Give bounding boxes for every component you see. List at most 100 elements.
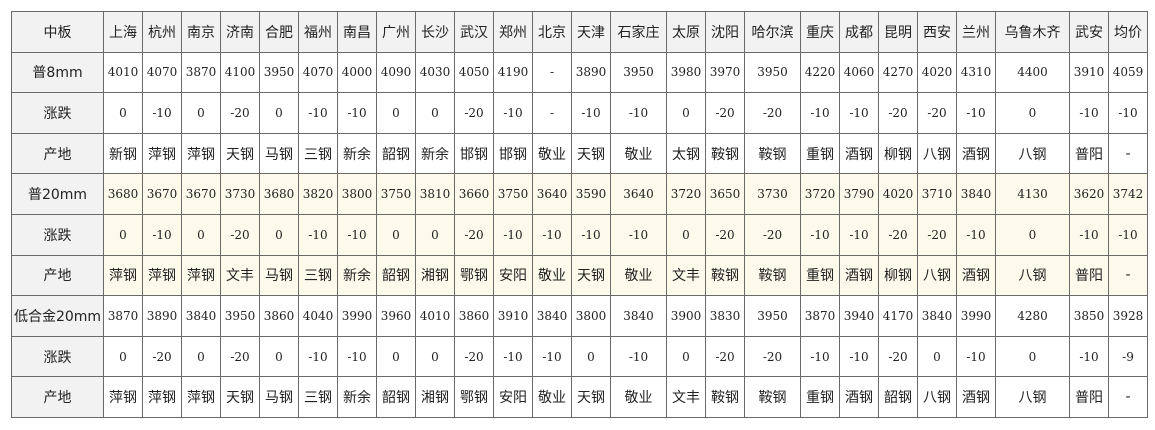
table-cell: 萍钢	[181, 376, 221, 418]
table-cell: 3840	[917, 295, 957, 337]
row-label: 普20mm	[11, 173, 104, 215]
table-cell: -10	[610, 92, 667, 134]
table-cell: -10	[610, 213, 667, 256]
table-cell: 3640	[532, 173, 572, 215]
table-cell: -20	[454, 335, 494, 378]
table-cell: -20	[917, 213, 957, 256]
table-cell: -10	[337, 213, 377, 256]
table-cell: 鞍钢	[705, 376, 745, 418]
table-cell: 鞍钢	[705, 254, 745, 297]
table-cell: 萍钢	[181, 254, 221, 297]
table-cell: 3730	[744, 173, 801, 215]
table-cell: 天钢	[571, 254, 611, 297]
table-cell: 0	[181, 335, 221, 378]
table-cell: 4020	[917, 51, 957, 94]
column-header: 天津	[571, 11, 611, 53]
table-cell: 敬业	[610, 132, 667, 175]
table-cell: 萍钢	[103, 254, 143, 297]
table-cell: 3860	[259, 295, 299, 337]
table-cell: 酒钢	[956, 376, 996, 418]
table-cell: 0	[259, 213, 299, 256]
table-row: 低合金20mm 3870 3890 3840 3950 3860 4040 3990 3960 4…	[11, 295, 1148, 337]
table-cell: 新余	[337, 376, 377, 418]
column-header: 石家庄	[610, 11, 667, 53]
table-cell: 0	[376, 92, 416, 134]
table-cell: -20	[878, 213, 918, 256]
table-cell: 鞍钢	[744, 254, 801, 297]
table-cell: 0	[917, 335, 957, 378]
table-cell: 天钢	[571, 132, 611, 175]
table-cell: 3710	[917, 173, 957, 215]
table-cell: 3790	[839, 173, 879, 215]
table-cell: 三钢	[298, 376, 338, 418]
table-cell: -10	[298, 335, 338, 378]
table-cell: 萍钢	[142, 376, 182, 418]
table-cell: -10	[337, 335, 377, 378]
row-label: 产地	[11, 376, 104, 418]
table-cell: 萍钢	[103, 376, 143, 418]
table-cell: 3970	[705, 51, 745, 94]
table-cell: -10	[1069, 92, 1109, 134]
table-cell: 0	[995, 213, 1070, 256]
table-cell: 三钢	[298, 254, 338, 297]
table-cell: 4000	[337, 51, 377, 94]
table-cell: -20	[220, 213, 260, 256]
table-cell: 天钢	[220, 376, 260, 418]
table-cell: 3800	[571, 295, 611, 337]
table-cell: -20	[917, 92, 957, 134]
table-cell: -10	[493, 213, 533, 256]
table-cell: 3900	[666, 295, 706, 337]
table-cell: -9	[1108, 335, 1148, 378]
table-cell: -20	[454, 213, 494, 256]
table-cell: -10	[298, 92, 338, 134]
table-cell: 0	[415, 335, 455, 378]
table-cell: 4170	[878, 295, 918, 337]
table-cell: 3870	[800, 295, 840, 337]
table-cell: 普阳	[1069, 254, 1109, 297]
table-cell: 3840	[532, 295, 572, 337]
table-cell: 0	[666, 335, 706, 378]
column-header: 成都	[839, 11, 879, 53]
table-cell: 3950	[744, 295, 801, 337]
table-cell: -10	[956, 335, 996, 378]
table-cell: 敬业	[532, 254, 572, 297]
table-cell: 新余	[415, 132, 455, 175]
table-cell: 酒钢	[839, 132, 879, 175]
column-header: 武汉	[454, 11, 494, 53]
table-cell: 韶钢	[376, 376, 416, 418]
table-cell: 3910	[493, 295, 533, 337]
table-cell: 3680	[103, 173, 143, 215]
column-header: 西安	[917, 11, 957, 53]
column-header: 南京	[181, 11, 221, 53]
table-row: 产地 萍钢 萍钢 萍钢 天钢 马钢 三钢 新余 韶钢 湘钢 鄂钢 安阳 敬业 天钢 敬业 文丰 鞍钢 鞍钢 重钢 酒钢…	[11, 376, 1148, 418]
table-cell: 3830	[705, 295, 745, 337]
table-cell: 柳钢	[878, 132, 918, 175]
table-cell: 邯钢	[454, 132, 494, 175]
column-header: 沈阳	[705, 11, 745, 53]
table-cell: 三钢	[298, 132, 338, 175]
table-cell: 邯钢	[493, 132, 533, 175]
column-header: 哈尔滨	[744, 11, 801, 53]
table-cell: 0	[995, 92, 1070, 134]
table-cell: 萍钢	[142, 254, 182, 297]
table-cell: -10	[1069, 335, 1109, 378]
table-cell: 重钢	[800, 254, 840, 297]
table-row: 产地 新钢 萍钢 萍钢 天钢 马钢 三钢 新余 韶钢 新余 邯钢 邯钢 敬业 天钢 敬业 太钢 鞍钢 鞍钢 重钢 酒钢…	[11, 132, 1148, 175]
column-header: 上海	[103, 11, 143, 53]
table-cell: 4010	[103, 51, 143, 94]
table-cell: 新钢	[103, 132, 143, 175]
table-cell: 萍钢	[181, 132, 221, 175]
table-cell: 新余	[337, 132, 377, 175]
table-cell: 0	[103, 213, 143, 256]
table-cell: 酒钢	[839, 376, 879, 418]
table-cell: -10	[142, 92, 182, 134]
table-row: 产地 萍钢 萍钢 萍钢 文丰 马钢 三钢 新余 韶钢 湘钢 鄂钢 安阳 敬业 天钢 敬业 文丰 鞍钢 鞍钢 重钢 酒钢…	[11, 254, 1148, 297]
table-cell: 0	[181, 92, 221, 134]
table-cell: 鞍钢	[705, 132, 745, 175]
table-cell: 八钢	[995, 132, 1070, 175]
table-cell: 0	[571, 335, 611, 378]
table-cell: 4100	[220, 51, 260, 94]
column-header: 长沙	[415, 11, 455, 53]
table-cell: -20	[744, 213, 801, 256]
table-cell: 0	[666, 92, 706, 134]
